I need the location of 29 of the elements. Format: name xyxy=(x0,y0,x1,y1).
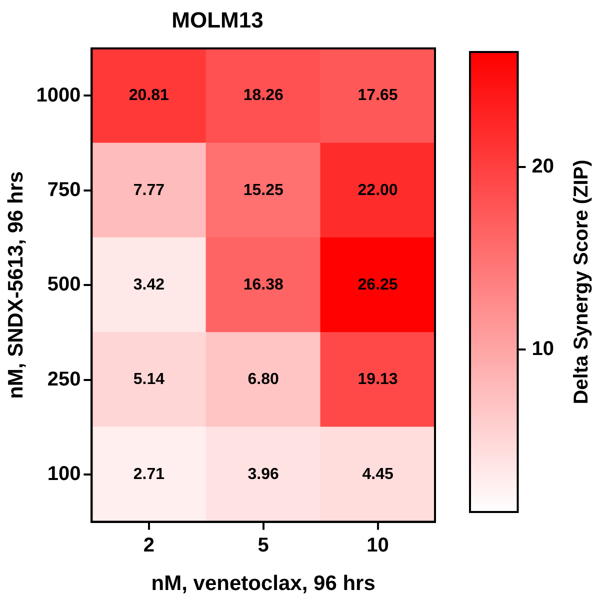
data-label: 20.81 xyxy=(128,87,170,104)
y-tick-label: 750 xyxy=(47,178,81,201)
data-label: 18.26 xyxy=(243,87,284,104)
color-bar-label: 20 xyxy=(532,156,554,178)
data-label: 16.38 xyxy=(243,276,284,294)
data-label: 5.14 xyxy=(133,371,165,388)
data-label: 3.42 xyxy=(133,276,165,294)
y-tick-label: 500 xyxy=(47,274,81,296)
x-tick-label: 5 xyxy=(258,534,269,556)
y-tick-label: 100 xyxy=(47,462,81,485)
data-label: 4.45 xyxy=(362,466,394,483)
data-label: 3.96 xyxy=(248,466,280,483)
color-bar-label: 10 xyxy=(532,338,554,360)
y-tick-label: 250 xyxy=(47,368,81,390)
chart-title: MOLM13 xyxy=(172,7,264,32)
data-label: 2.71 xyxy=(133,466,165,483)
x-axis-title: nM, venetoclax, 96 hrs xyxy=(151,572,376,596)
data-label: 17.65 xyxy=(358,87,398,104)
data-label: 15.25 xyxy=(243,182,284,199)
data-label: 19.13 xyxy=(358,371,398,388)
data-label: 22.00 xyxy=(358,182,398,199)
data-label: 26.25 xyxy=(358,276,398,294)
x-tick-label: 10 xyxy=(366,534,389,556)
data-label: 7.77 xyxy=(133,182,165,199)
y-axis-title: nM, SNDX-5613, 96 hrs xyxy=(4,171,28,399)
color-bar-title: Delta Synergy Score (ZIP) xyxy=(570,160,593,404)
x-tick-label: 2 xyxy=(143,534,154,556)
data-label: 6.80 xyxy=(248,371,280,388)
y-tick-label: 1000 xyxy=(36,84,81,106)
